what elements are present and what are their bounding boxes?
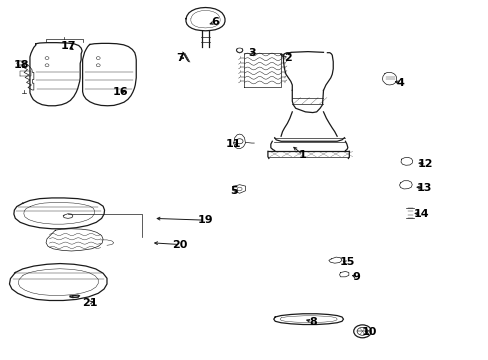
Text: 16: 16 <box>112 87 128 97</box>
Text: 19: 19 <box>197 215 213 225</box>
Text: 8: 8 <box>308 317 316 327</box>
Text: 4: 4 <box>396 78 404 88</box>
Text: 3: 3 <box>247 48 255 58</box>
Text: 10: 10 <box>362 327 377 337</box>
Text: 2: 2 <box>284 53 292 63</box>
Text: 21: 21 <box>81 298 97 308</box>
Text: 14: 14 <box>413 209 428 219</box>
Text: 17: 17 <box>60 41 76 51</box>
Text: 1: 1 <box>299 150 306 160</box>
Text: 13: 13 <box>415 183 431 193</box>
Text: 6: 6 <box>211 17 219 27</box>
Text: 11: 11 <box>225 139 241 149</box>
Text: 18: 18 <box>13 60 29 70</box>
Text: 5: 5 <box>229 186 237 197</box>
Text: 7: 7 <box>176 53 183 63</box>
Text: 20: 20 <box>172 239 187 249</box>
Text: 15: 15 <box>339 257 354 267</box>
Text: 12: 12 <box>417 159 433 169</box>
Text: 9: 9 <box>352 272 360 282</box>
